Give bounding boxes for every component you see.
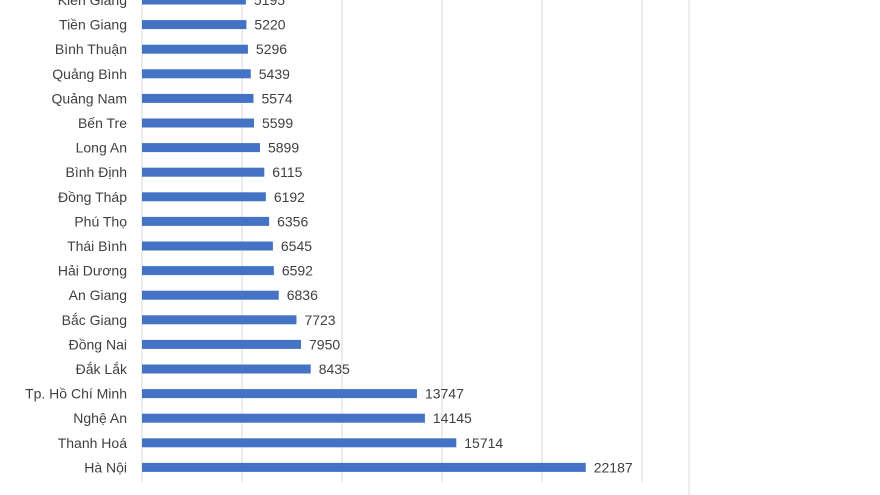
- category-label: Phú Thọ: [74, 213, 127, 229]
- bar: [142, 93, 254, 103]
- value-label: 22187: [594, 459, 633, 475]
- bar: [142, 118, 254, 128]
- value-label: 15714: [464, 435, 503, 451]
- bar: [142, 241, 273, 251]
- bar: [142, 192, 266, 202]
- value-label: 5296: [256, 41, 287, 57]
- value-label: 5899: [268, 140, 299, 156]
- bar: [142, 216, 270, 226]
- value-label: 5220: [254, 17, 285, 33]
- category-label: Thanh Hoá: [58, 435, 127, 451]
- bar: [142, 389, 417, 399]
- bar: [142, 462, 586, 472]
- bar: [142, 266, 274, 276]
- category-label: Nghệ An: [73, 410, 127, 426]
- bar: [142, 0, 246, 5]
- bar: [142, 438, 457, 448]
- bar: [142, 315, 297, 325]
- category-label: Bắc Giang: [62, 312, 127, 328]
- value-label: 14145: [433, 410, 472, 426]
- value-label: 8435: [319, 361, 350, 377]
- category-label: An Giang: [69, 287, 127, 303]
- bar: [142, 69, 251, 79]
- category-label: Kiên Giang: [58, 0, 127, 8]
- value-label: 6356: [277, 213, 308, 229]
- bar: [142, 44, 248, 54]
- category-label: Bình Thuận: [55, 41, 127, 57]
- value-label: 7950: [309, 336, 340, 352]
- category-label: Đồng Nai: [69, 336, 127, 352]
- bar: [142, 167, 265, 177]
- bar: [142, 339, 301, 349]
- value-label: 5574: [261, 90, 292, 106]
- value-label: 5195: [254, 0, 285, 8]
- bar: [142, 413, 425, 423]
- category-label: Thái Bình: [67, 238, 127, 254]
- category-label: Quảng Bình: [52, 66, 127, 82]
- value-label: 7723: [304, 312, 335, 328]
- bar: [142, 290, 279, 300]
- value-label: 6115: [272, 164, 302, 180]
- category-label: Long An: [76, 140, 127, 156]
- category-label: Tp. Hồ Chí Minh: [25, 386, 127, 402]
- value-label: 6545: [281, 238, 312, 254]
- category-label: Quảng Nam: [52, 90, 127, 106]
- value-label: 5599: [262, 115, 293, 131]
- category-label: Hà Nội: [84, 459, 127, 475]
- bar: [142, 20, 247, 30]
- category-label: Đắk Lắk: [76, 361, 128, 377]
- category-label: Bình Định: [66, 164, 127, 180]
- value-label: 6592: [282, 263, 313, 279]
- category-label: Tiền Giang: [59, 17, 127, 33]
- category-label: Đồng Tháp: [58, 189, 127, 205]
- bar: [142, 143, 260, 153]
- bar: [142, 364, 311, 374]
- value-label: 13747: [425, 386, 464, 402]
- category-label: Hải Dương: [58, 263, 127, 279]
- category-label: Bến Tre: [78, 115, 127, 131]
- value-label: 5439: [259, 66, 290, 82]
- value-label: 6192: [274, 189, 305, 205]
- value-label: 6836: [287, 287, 318, 303]
